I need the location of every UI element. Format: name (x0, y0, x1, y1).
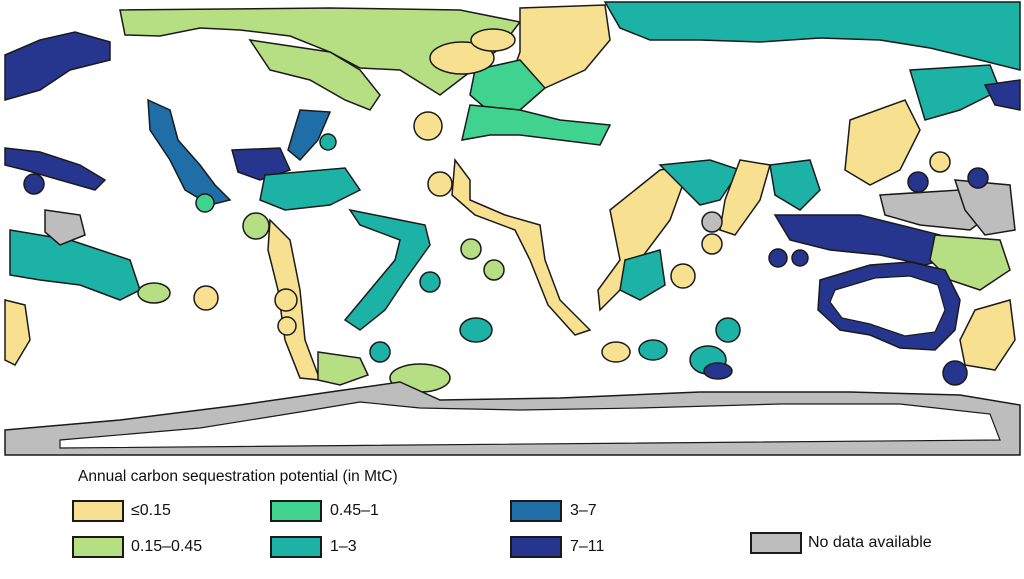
region-cocos (768, 248, 788, 268)
region-iceland (429, 41, 495, 75)
region-melanesia (929, 234, 1011, 291)
region-gough (369, 341, 391, 363)
region-marianas (929, 151, 951, 173)
region-sa-island-2 (277, 316, 297, 336)
legend-swatch-le-0-15 (72, 500, 124, 522)
legend-label-3-7: 3–7 (570, 502, 597, 519)
region-pitcairn (193, 285, 219, 311)
region-wake (967, 167, 989, 189)
region-trindade (419, 271, 441, 293)
region-kamchatka (983, 79, 1021, 111)
region-bay-bengal (769, 159, 821, 211)
region-europe-coast (461, 104, 612, 146)
legend: Annual carbon sequestration potential (i… (0, 458, 1024, 579)
region-hudson (248, 39, 381, 111)
legend-swatch-0-15-0-45 (72, 536, 124, 558)
region-patagonia (317, 351, 370, 386)
legend-title: Annual carbon sequestration potential (i… (78, 468, 398, 485)
region-saint-helena (460, 238, 482, 260)
region-seychelles (701, 233, 723, 255)
region-africa-west (451, 157, 592, 336)
region-aleutians (4, 147, 107, 191)
region-prince-edward (601, 341, 631, 363)
region-macquarie (942, 360, 968, 386)
legend-label-1-3: 1–3 (330, 538, 357, 555)
world-map (4, 1, 1021, 456)
region-tristan (459, 317, 493, 343)
region-faroe (470, 28, 516, 52)
region-arabia (658, 159, 742, 206)
region-west-coast (147, 98, 232, 206)
region-heard (703, 362, 733, 380)
region-japan (909, 64, 1001, 121)
legend-swatch-0-45-1 (270, 500, 322, 522)
region-sa-east (343, 208, 431, 331)
region-siberian-shelf (603, 1, 1021, 71)
region-mauritius (670, 263, 696, 289)
region-caribbean (259, 167, 362, 211)
region-guam (907, 171, 929, 193)
region-hawaii-dot (23, 173, 45, 195)
region-madagascar (619, 249, 666, 301)
region-china-coast (844, 99, 921, 186)
region-pacific-nodata (953, 179, 1016, 236)
region-maldives (701, 211, 723, 233)
region-barents-shelf (509, 4, 611, 89)
legend-swatch-1-3 (270, 536, 322, 558)
region-pacific-left-yellow (4, 299, 31, 366)
legend-label-0-15-0-45: 0.15–0.45 (131, 538, 203, 555)
region-new-zealand (959, 299, 1016, 371)
region-canary (427, 171, 453, 197)
region-us-east-coast (287, 109, 332, 162)
legend-swatch-3-7 (510, 500, 562, 522)
region-bermuda (319, 133, 337, 151)
legend-label-7-11: 7–11 (570, 538, 605, 555)
legend-label-0-45-1: 0.45–1 (330, 502, 379, 519)
region-pacific-left (9, 229, 141, 301)
legend-swatch-no-data (750, 532, 802, 554)
region-antarctica-land (59, 401, 1001, 449)
region-sa-island-1 (274, 288, 298, 312)
region-bering (4, 31, 111, 101)
region-crozet (638, 339, 668, 361)
region-greenland-shelf (119, 7, 522, 96)
region-azores-1 (413, 111, 443, 141)
region-galapagos (242, 212, 270, 240)
region-clipperton (195, 193, 215, 213)
region-christmas (791, 249, 809, 267)
legend-label-no-data: No data available (808, 534, 932, 551)
region-pacific-left-nodata (44, 209, 86, 246)
region-amsterdam (715, 317, 741, 343)
legend-swatch-7-11 (510, 536, 562, 558)
region-tuamotu (137, 282, 171, 304)
legend-label-le-0-15: ≤0.15 (131, 502, 171, 519)
region-ascension (483, 259, 505, 281)
region-australia-inner (829, 275, 946, 337)
